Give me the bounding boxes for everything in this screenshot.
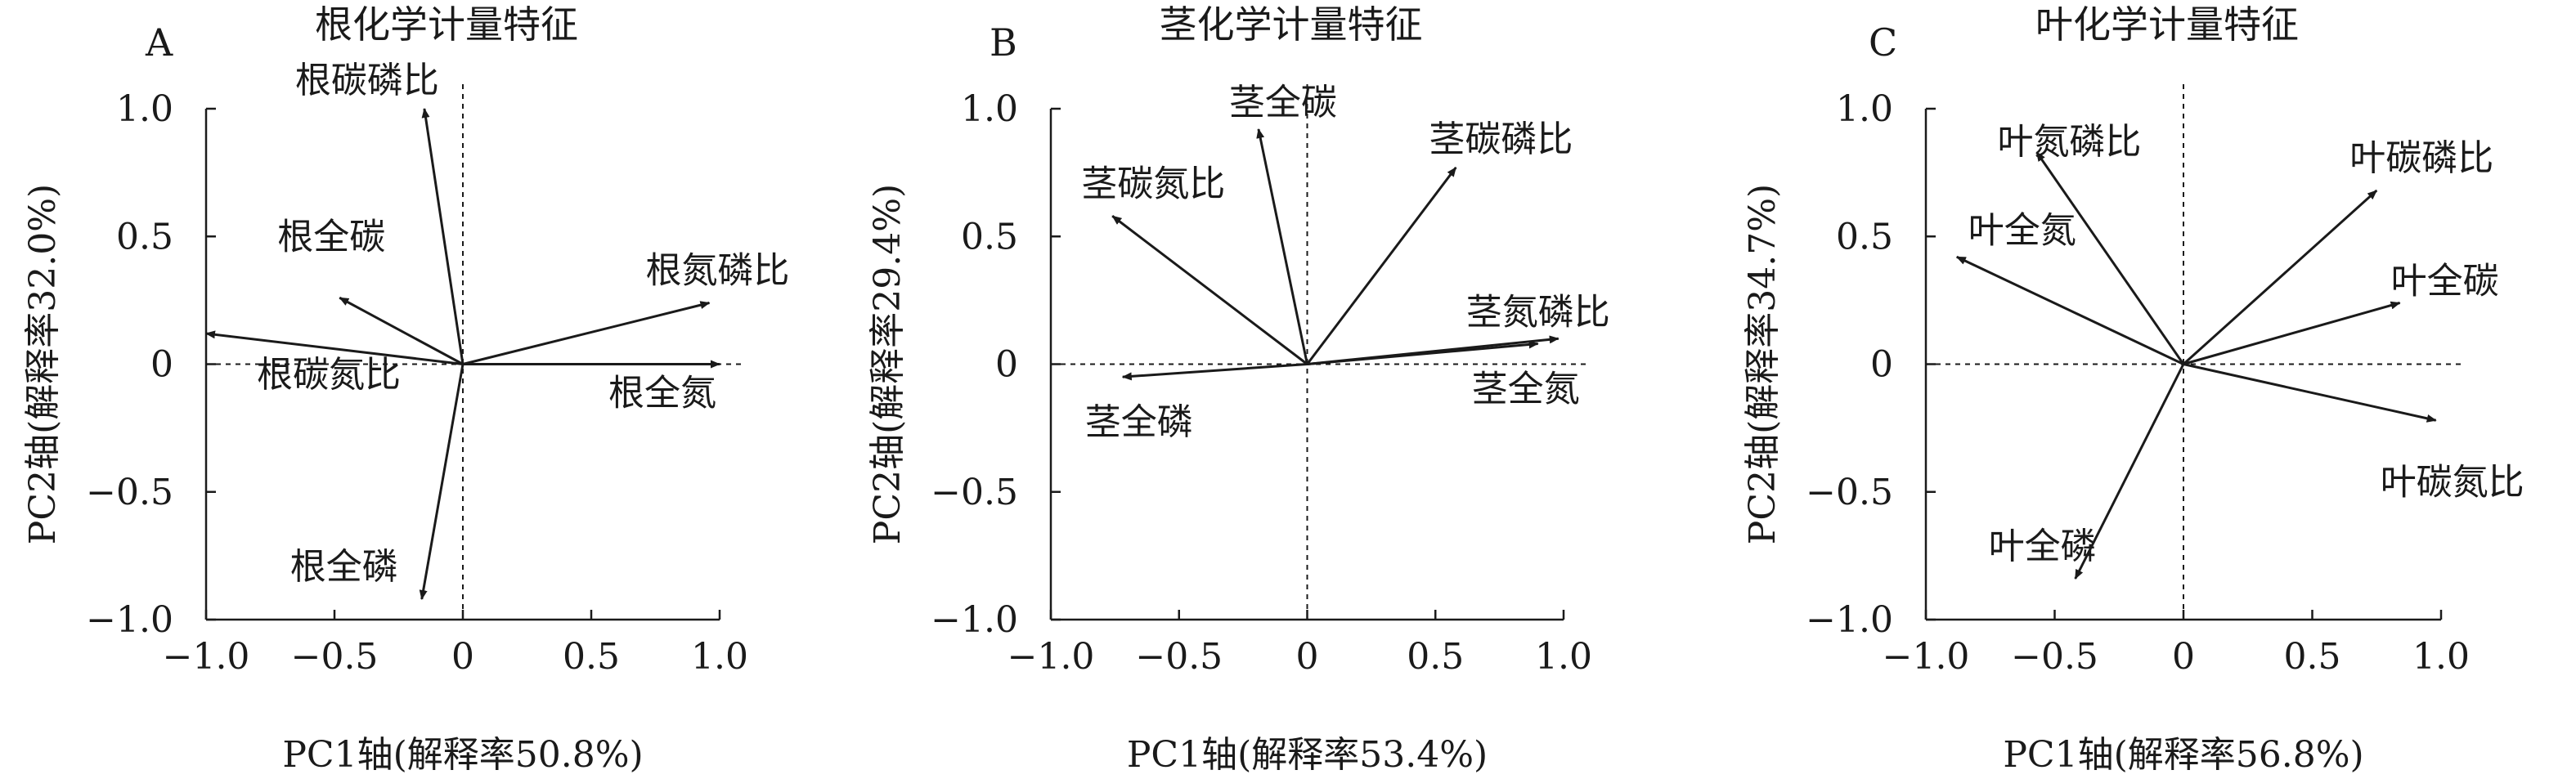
x-axis-title: PC1轴(解释率56.8%) [2003, 734, 2363, 776]
x-tick-label: −1.0 [163, 636, 250, 678]
y-tick-label: −1.0 [86, 599, 173, 641]
loading-vector [2035, 151, 2185, 365]
y-tick-label: 1.0 [116, 88, 173, 130]
loading-vector [1307, 340, 1539, 365]
y-axis-title: PC2轴(解释率29.4%) [867, 184, 909, 544]
y-tick-label: 0 [1870, 344, 1893, 386]
x-tick-label: 0 [1296, 636, 1319, 678]
x-axis-title: PC1轴(解释率53.4%) [1127, 734, 1488, 776]
y-tick-label: 0 [995, 344, 1018, 386]
vector-label: 茎全氮 [1472, 369, 1580, 410]
x-tick-label: −0.5 [1135, 636, 1223, 678]
vector-label: 叶全氮 [1968, 209, 2076, 251]
vector-label: 根碳氮比 [257, 354, 401, 396]
vector-label: 茎氮磷比 [1466, 291, 1610, 333]
panel-b: B 茎化学计量特征 −1.0 −0.5 0 0.5 1.0 1.0 0.5 0 −0.5 −1.0 PC… [867, 2, 1610, 776]
loading-vector [2182, 189, 2378, 365]
panel-title: 根化学计量特征 [315, 2, 578, 47]
y-axis-title: PC2轴(解释率32.0%) [22, 184, 64, 544]
loading-vector [462, 301, 711, 365]
x-tick-label: 0.5 [1407, 636, 1464, 678]
vector-label: 叶碳氮比 [2381, 461, 2524, 503]
panel-title: 叶化学计量特征 [2035, 2, 2299, 47]
vector-label: 叶全磷 [1989, 526, 2097, 567]
y-tick-label: 1.0 [1836, 88, 1893, 130]
vector-label: 茎全磷 [1085, 401, 1193, 443]
loading-vector [2183, 363, 2437, 423]
panel-a: A 根化学计量特征 −1.0 −0.5 0 0.5 1.0 1.0 0.5 0 −0.5 −1.0 PC… [22, 2, 789, 776]
y-tick-label: −0.5 [86, 472, 173, 513]
x-tick-label: −1.0 [1008, 636, 1095, 678]
loading-vector [1306, 166, 1457, 365]
x-tick-label: 0 [2172, 636, 2195, 678]
panel-letter: A [145, 20, 173, 65]
x-tick-label: 0 [451, 636, 474, 678]
x-tick-label: 1.0 [691, 636, 748, 678]
loading-vector [205, 330, 464, 365]
y-tick-label: −1.0 [931, 599, 1018, 641]
x-tick-label: −0.5 [291, 636, 379, 678]
y-tick-label: 0.5 [961, 216, 1018, 257]
vector-label: 茎全碳 [1229, 82, 1337, 123]
y-tick-label: 0 [150, 344, 173, 386]
vector-label: 根碳磷比 [295, 60, 439, 101]
x-tick-label: −1.0 [1883, 636, 1970, 678]
loading-vector [2183, 301, 2401, 365]
y-axis-title: PC2轴(解释率34.7%) [1742, 184, 1784, 544]
y-tick-label: 0.5 [1836, 216, 1893, 257]
vector-label: 叶碳磷比 [2349, 137, 2493, 179]
vector-label: 叶氮磷比 [1997, 121, 2141, 163]
vector-label: 根全磷 [290, 546, 398, 588]
vector-label: 根全碳 [277, 216, 385, 257]
y-tick-label: 1.0 [961, 88, 1018, 130]
panel-title: 茎化学计量特征 [1160, 2, 1423, 47]
x-tick-label: 0.5 [2284, 636, 2341, 678]
y-tick-label: 0.5 [116, 216, 173, 257]
panel-letter: C [1869, 20, 1897, 65]
panel-c: C 叶化学计量特征 −1.0 −0.5 0 0.5 1.0 1.0 0.5 0 −0.5 −1.0 PC… [1742, 2, 2524, 776]
vector-label: 茎碳磷比 [1429, 119, 1573, 160]
loading-vector [419, 364, 464, 600]
y-tick-label: −0.5 [1806, 472, 1893, 513]
x-axis-title: PC1轴(解释率50.8%) [282, 734, 643, 776]
panel-letter: B [990, 20, 1017, 65]
x-tick-label: 1.0 [2412, 636, 2470, 678]
loading-vector [1256, 128, 1308, 365]
y-tick-label: −1.0 [1806, 599, 1893, 641]
loading-vector [1121, 363, 1308, 381]
vector-label: 茎碳氮比 [1081, 163, 1225, 204]
loading-vector [1111, 215, 1308, 365]
loading-vector [421, 108, 464, 365]
loading-vector [1955, 255, 2184, 365]
x-tick-label: −0.5 [2011, 636, 2098, 678]
vector-label: 根全氮 [608, 373, 716, 414]
vector-label: 根氮磷比 [645, 250, 789, 292]
loading-vector [2074, 363, 2185, 580]
loading-vector [339, 296, 464, 365]
y-tick-label: −0.5 [931, 472, 1018, 513]
vector-label: 叶全碳 [2391, 261, 2499, 302]
x-tick-label: 0.5 [563, 636, 620, 678]
x-tick-label: 1.0 [1535, 636, 1592, 678]
